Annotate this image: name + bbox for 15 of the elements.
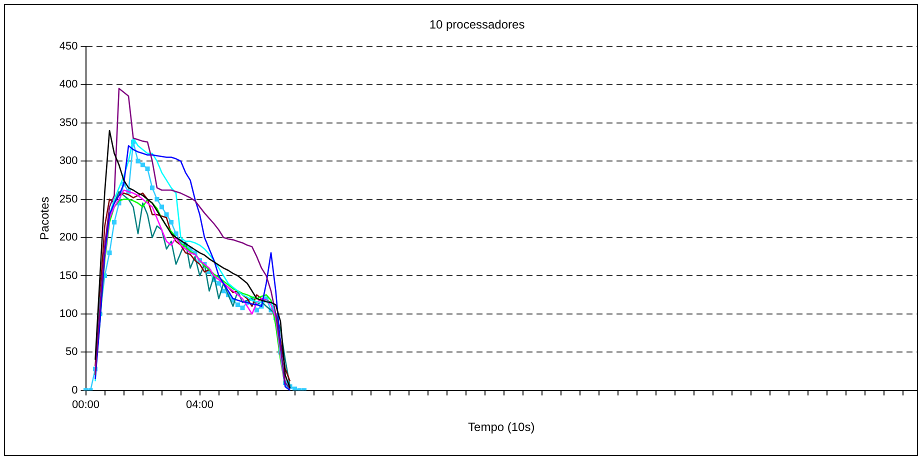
y-tick-label: 350: [59, 116, 78, 129]
y-tick-label: 150: [59, 270, 78, 282]
y-tick-label: 200: [59, 232, 78, 244]
x-tick-label: 00:00: [72, 399, 100, 412]
y-tick-label: 450: [59, 40, 78, 52]
y-tick-label: 50: [66, 346, 78, 358]
x-tick-label: 04:00: [186, 399, 214, 412]
y-tick-label: 400: [59, 78, 78, 91]
y-axis-title: Pacotes: [38, 196, 52, 240]
chart-title: 10 processadores: [429, 18, 525, 32]
y-tick-label: 100: [59, 308, 78, 320]
y-tick-label: 250: [59, 193, 78, 206]
y-tick-label: 0: [72, 384, 78, 396]
x-axis-title: Tempo (10s): [468, 420, 535, 434]
y-tick-label: 300: [59, 155, 78, 168]
